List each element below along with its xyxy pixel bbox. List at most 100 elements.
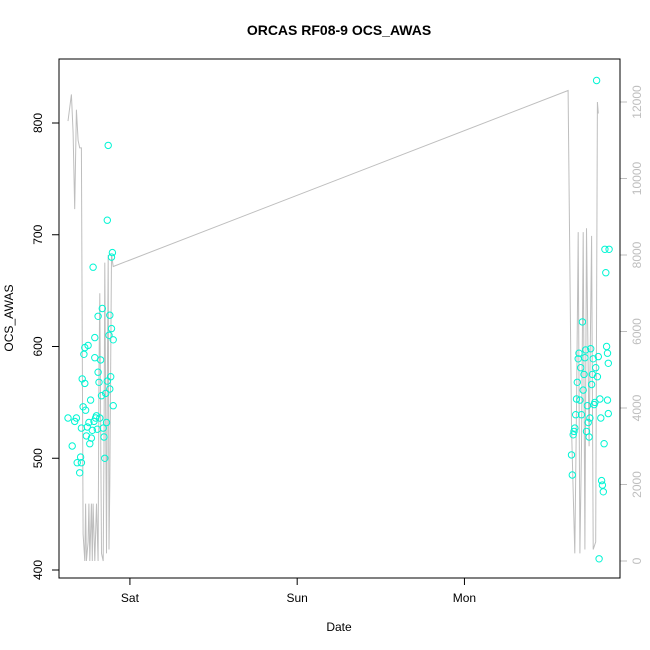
data-point — [595, 555, 603, 563]
plot-frame — [58, 58, 621, 579]
data-point — [599, 488, 607, 496]
data-point — [76, 453, 85, 461]
data-point — [103, 216, 112, 224]
data-point — [71, 417, 79, 426]
data-point — [84, 341, 92, 350]
x-tick-label: Sun — [287, 591, 308, 605]
data-point — [567, 451, 576, 459]
data-point — [68, 442, 76, 450]
data-point — [603, 349, 612, 357]
y-tick-label: 400 — [31, 560, 45, 580]
data-point — [568, 471, 576, 479]
data-point — [109, 402, 117, 410]
right-y-tick-label: 6000 — [630, 318, 644, 345]
data-point — [585, 433, 593, 441]
data-point — [586, 414, 594, 422]
data-point — [94, 368, 102, 376]
data-point — [597, 476, 606, 485]
x-axis-label: Date — [326, 620, 352, 634]
data-point — [573, 378, 581, 386]
data-point — [600, 440, 608, 448]
chart-title: ORCAS RF08-9 OCS_AWAS — [247, 22, 431, 38]
data-point — [107, 324, 116, 333]
data-point — [85, 418, 93, 427]
data-point — [82, 432, 91, 440]
data-point — [102, 418, 111, 427]
y-tick-label: 600 — [31, 336, 45, 356]
data-point — [107, 253, 116, 261]
data-point — [98, 304, 107, 313]
data-point — [577, 411, 586, 419]
y-tick-label: 800 — [31, 113, 45, 133]
data-point — [99, 424, 107, 432]
data-point — [587, 380, 596, 389]
data-point — [81, 379, 89, 388]
data-point — [591, 398, 599, 407]
data-point — [73, 459, 81, 467]
data-point — [580, 370, 588, 379]
data-point — [83, 423, 92, 431]
data-point — [108, 248, 117, 257]
data-point — [104, 141, 112, 150]
data-point — [602, 269, 610, 277]
data-point — [102, 389, 110, 398]
data-point — [570, 427, 578, 436]
y-axis-label: OCS_AWAS — [2, 284, 16, 351]
data-point — [597, 414, 605, 422]
data-point — [89, 263, 97, 271]
data-point — [592, 76, 601, 85]
data-point — [596, 395, 604, 403]
data-point — [579, 386, 587, 394]
data-point — [106, 311, 114, 319]
data-point — [87, 434, 96, 442]
right-y-tick-label: 4000 — [630, 394, 644, 421]
data-point — [77, 459, 86, 467]
data-point — [100, 433, 108, 441]
data-point — [593, 373, 602, 381]
data-point — [88, 426, 97, 434]
data-point — [592, 364, 600, 372]
data-point — [101, 454, 109, 462]
right-y-tick-label: 12000 — [630, 85, 644, 119]
data-point — [107, 373, 115, 381]
altitude-series — [67, 89, 599, 562]
data-point — [582, 346, 590, 354]
data-point — [86, 396, 95, 404]
data-point — [594, 352, 602, 361]
data-point — [572, 411, 580, 419]
data-point — [76, 469, 84, 477]
right-y-tick-label: 0 — [630, 557, 644, 564]
y-tick-label: 700 — [31, 224, 45, 244]
data-point — [569, 431, 577, 439]
right-y-tick-label: 8000 — [630, 241, 644, 268]
data-point — [106, 385, 114, 393]
data-point — [576, 396, 584, 404]
data-point — [605, 245, 613, 254]
data-point — [604, 359, 612, 367]
data-point — [105, 331, 113, 339]
data-point — [109, 336, 117, 344]
y-tick-label: 500 — [31, 448, 45, 468]
data-point — [96, 414, 104, 422]
data-point — [96, 356, 105, 364]
data-point — [572, 395, 581, 403]
right-y-tick-label: 10000 — [630, 161, 644, 195]
data-point — [581, 354, 589, 362]
data-point — [64, 414, 72, 422]
data-point — [584, 418, 592, 427]
data-point — [97, 392, 106, 400]
data-point — [604, 409, 612, 418]
data-point — [91, 333, 99, 342]
right-y-tick-label: 2000 — [630, 471, 644, 498]
data-point — [81, 406, 90, 414]
axes: Sat Sun Mon4005006007008000200040006000800… — [31, 85, 644, 605]
data-point — [578, 318, 587, 326]
x-tick-label: Sat — [121, 591, 140, 605]
data-point — [587, 345, 595, 353]
data-point — [95, 378, 103, 386]
data-point — [94, 312, 102, 320]
data-point — [603, 396, 612, 404]
data-point — [601, 245, 609, 254]
data-point — [72, 414, 81, 422]
